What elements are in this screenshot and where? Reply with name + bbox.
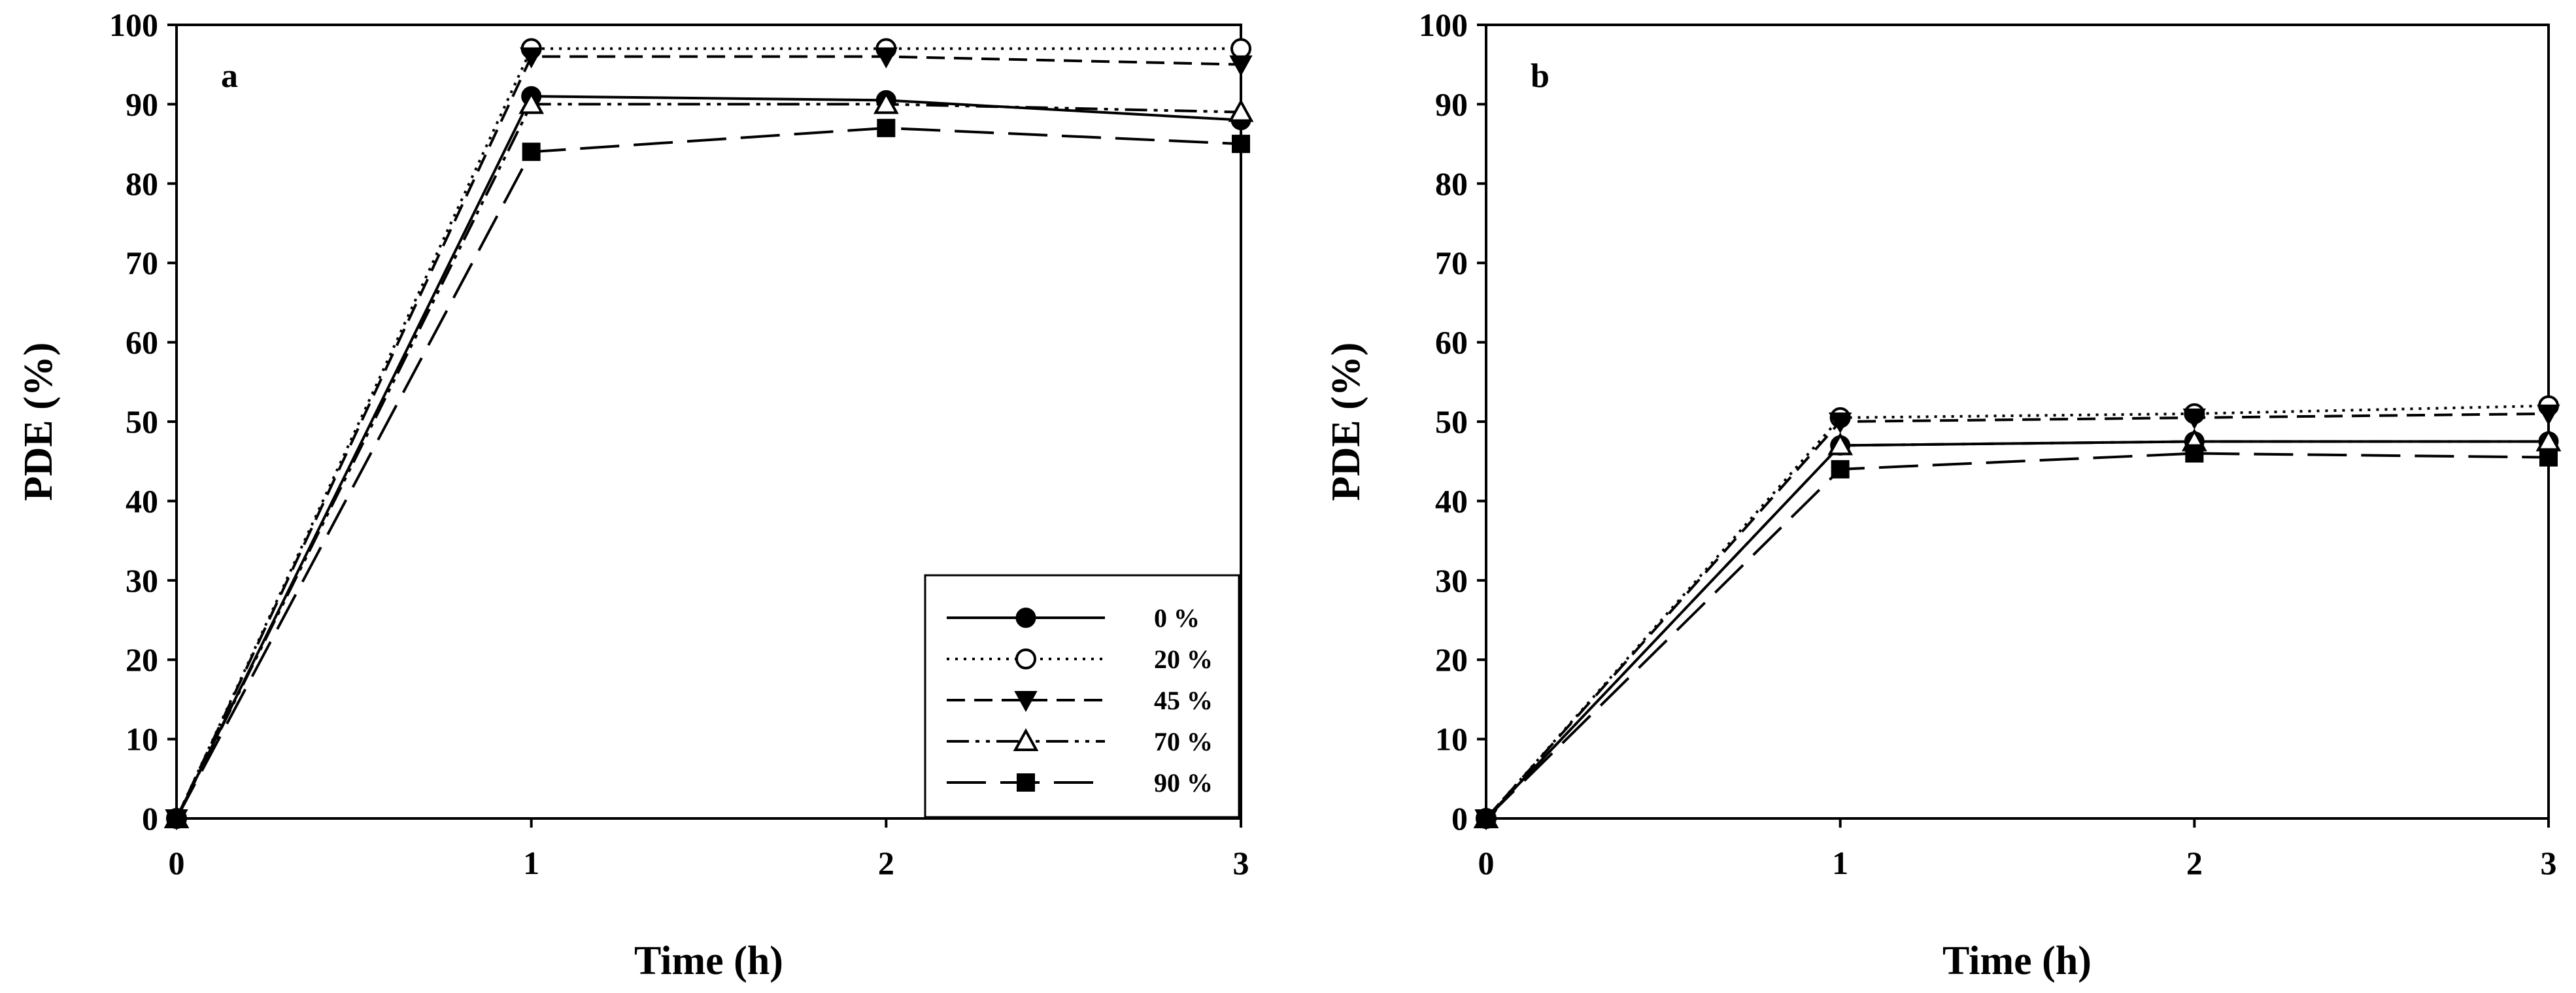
data-point <box>2537 404 2560 426</box>
y-tick-label: 20 <box>126 641 158 678</box>
y-tick-label: 0 <box>142 800 158 837</box>
y-tick-label: 10 <box>126 721 158 758</box>
x-tick-label: 2 <box>2186 845 2203 881</box>
series-90-pct <box>1477 444 2558 828</box>
legend-marker <box>1013 728 1039 751</box>
y-tick-label: 90 <box>1435 86 1468 122</box>
y-tick-label: 100 <box>109 7 158 43</box>
x-tick-label: 2 <box>878 845 894 881</box>
y-tick-label: 0 <box>1451 800 1468 837</box>
y-tick-label: 100 <box>1419 7 1468 43</box>
data-point <box>2185 444 2204 463</box>
series-0-pct <box>1476 431 2559 829</box>
legend-label: 45 % <box>1154 686 1213 715</box>
y-tick-label: 80 <box>1435 165 1468 202</box>
y-tick-label: 60 <box>1435 324 1468 361</box>
series-45-pct <box>1474 404 2560 831</box>
y-tick-label: 40 <box>126 482 158 519</box>
y-tick-label: 70 <box>1435 244 1468 281</box>
data-point <box>1477 809 1495 828</box>
y-tick-label: 30 <box>1435 562 1468 599</box>
x-tick-label: 0 <box>1478 845 1495 881</box>
y-tick-label: 60 <box>126 324 158 361</box>
y-tick-label: 50 <box>1435 403 1468 440</box>
y-tick-label: 30 <box>126 562 158 599</box>
data-point <box>167 809 186 828</box>
data-point <box>1827 432 1854 456</box>
series-line <box>1485 404 2549 820</box>
legend-marker <box>1017 773 1035 792</box>
data-point <box>1230 38 1251 59</box>
series-line <box>1485 440 2549 820</box>
chart-panel-a: 0 10 20 30 40 50 60 70 80 90 100 0 1 2 3 Time (h) PDE (%… <box>16 7 1254 983</box>
y-tick-label: 10 <box>1435 721 1468 758</box>
data-point <box>518 91 545 114</box>
chart-panel-b: 0 10 20 30 40 50 60 70 80 90 100 0 1 2 3 Time (h) PDE (%… <box>1324 7 2562 983</box>
y-tick-label: 50 <box>126 403 158 440</box>
data-point <box>2182 408 2207 430</box>
series-line <box>175 126 1242 819</box>
legend-label: 70 % <box>1154 727 1213 756</box>
series-line <box>175 55 1242 819</box>
series-line <box>175 103 1242 819</box>
series-line <box>175 95 1242 819</box>
x-tick-label: 0 <box>169 845 185 881</box>
data-point <box>874 47 898 69</box>
data-point <box>1229 55 1253 76</box>
x-tick-label: 1 <box>1832 845 1848 881</box>
panel-label: b <box>1531 58 1550 95</box>
y-tick-label: 80 <box>126 165 158 202</box>
y-axis-title: PDE (%) <box>1324 343 1368 501</box>
legend-marker <box>1014 691 1038 713</box>
x-tick-label: 3 <box>2541 845 2557 881</box>
x-tick-label: 3 <box>1233 845 1249 881</box>
series-line <box>1485 452 2549 820</box>
x-axis-title: Time (h) <box>1942 939 2092 983</box>
legend-label: 20 % <box>1154 645 1213 674</box>
y-tick-label: 40 <box>1435 482 1468 519</box>
data-point <box>1831 460 1850 479</box>
legend-marker <box>1015 648 1036 669</box>
legend-label: 0 % <box>1154 603 1200 633</box>
y-tick-label: 90 <box>126 86 158 122</box>
data-point <box>877 118 896 137</box>
series-90-pct <box>167 118 1250 828</box>
data-point <box>522 143 541 161</box>
data-point <box>519 47 543 69</box>
data-point <box>1228 99 1254 122</box>
legend: 0 % 20 % 45 % 70 % 90 % <box>924 574 1240 818</box>
data-point <box>2539 448 2558 467</box>
panel-label: a <box>221 58 238 95</box>
series-line <box>1485 412 2549 820</box>
data-point <box>1232 135 1250 154</box>
data-point <box>873 91 899 114</box>
plot-frame <box>1485 24 2550 820</box>
legend-label: 90 % <box>1154 768 1213 798</box>
x-axis-title: Time (h) <box>634 939 783 983</box>
y-tick-label: 20 <box>1435 641 1468 678</box>
series-line <box>1485 440 2549 820</box>
x-tick-label: 1 <box>523 845 539 881</box>
legend-box <box>924 574 1240 818</box>
data-point <box>1828 412 1852 434</box>
y-axis-title: PDE (%) <box>16 343 61 501</box>
series-70-pct <box>1473 428 2562 828</box>
y-tick-label: 70 <box>126 244 158 281</box>
legend-marker <box>1015 607 1036 628</box>
